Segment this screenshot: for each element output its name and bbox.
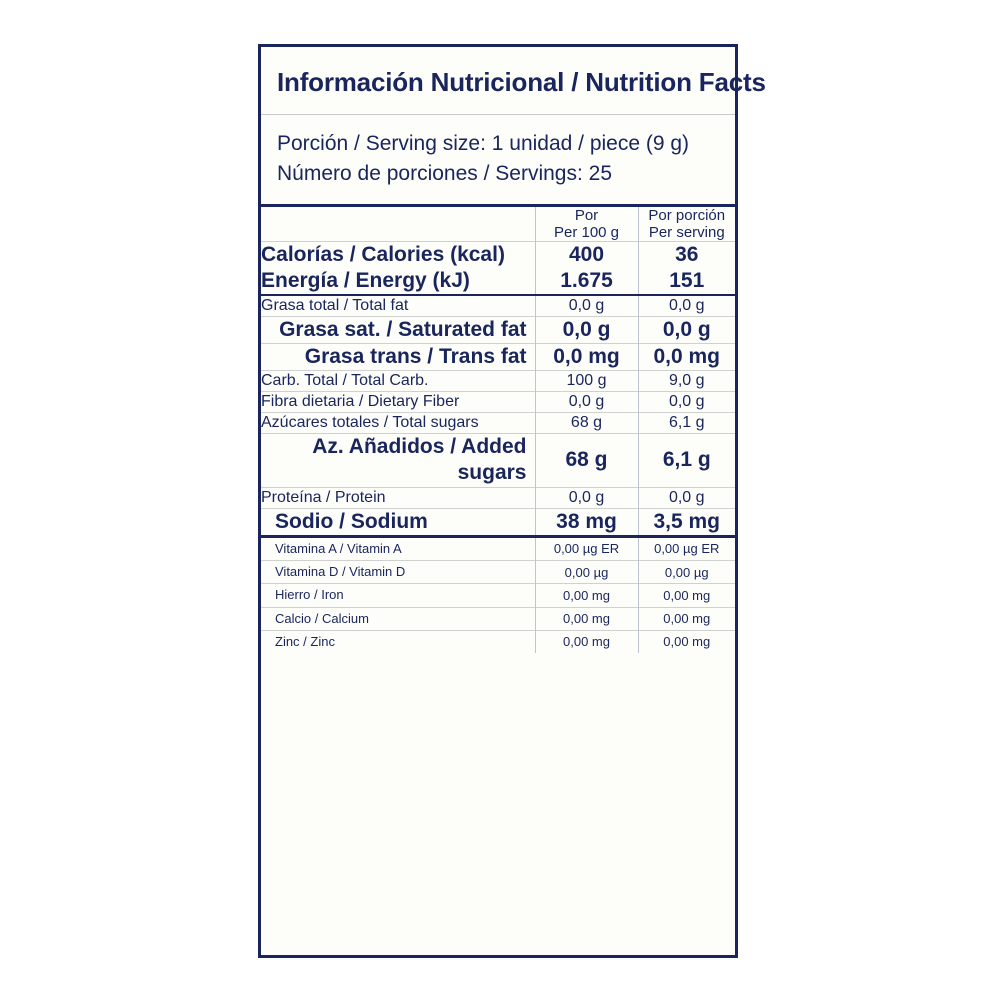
micronutrient-per-serving: 0,00 mg — [637, 629, 735, 654]
nutrient-per-100g: 0,0 g — [534, 315, 638, 344]
column-header-per-100g: Por Per 100 g — [534, 206, 638, 242]
micronutrient-per-100g: 0,00 µg — [534, 560, 638, 584]
column-header-per-serving: Por porción Per serving — [637, 206, 735, 242]
servings-count-line: Número de porciones / Servings: 25 — [277, 162, 613, 186]
micronutrient-per-100g: 0,00 µg ER — [534, 534, 638, 561]
micronutrient-per-serving: 0,00 mg — [637, 606, 735, 631]
title-block: Información Nutricional / Nutrition Fact… — [261, 47, 766, 115]
serving-info-block: Porción / Serving size: 1 unidad / piece… — [261, 115, 735, 207]
calories-per-100g: 400 1.675 — [534, 241, 638, 295]
calories-per-serving: 36 151 — [637, 241, 735, 295]
table-row: Vitamina D / Vitamin D 0,00 µg 0,00 µg — [261, 560, 735, 584]
nutrient-per-serving: 0,0 g — [637, 486, 735, 509]
table-row: Azúcares totales / Total sugars 68 g 6,1… — [261, 412, 735, 434]
nutrient-per-serving: 0,0 g — [637, 315, 735, 344]
calories-label-line2: Energía / Energy (kJ) — [261, 268, 470, 292]
nutrient-name: Sodio / Sodium — [261, 507, 535, 537]
kcal-per-serving: 36 — [675, 243, 699, 267]
per-serving-line2: Per serving — [648, 224, 725, 242]
nutrient-name: Azúcares totales / Total sugars — [261, 412, 535, 434]
calories-label-line1: Calorías / Calories (kcal) — [261, 243, 505, 267]
kj-per-100g: 1.675 — [560, 268, 613, 292]
nutrient-per-serving: 6,1 g — [637, 433, 735, 488]
table-row: Vitamina A / Vitamin A 0,00 µg ER 0,00 µ… — [261, 534, 735, 561]
nutrient-name: Grasa total / Total fat — [261, 293, 535, 317]
nutrient-per-serving: 9,0 g — [637, 370, 735, 392]
micronutrient-name: Vitamina A / Vitamin A — [261, 534, 535, 561]
nutrient-name: Fibra dietaria / Dietary Fiber — [261, 391, 535, 413]
table-row: Grasa sat. / Saturated fat 0,0 g 0,0 g — [261, 315, 735, 344]
nutrient-per-serving: 0,0 g — [637, 293, 735, 317]
serving-size-line: Porción / Serving size: 1 unidad / piece… — [277, 132, 690, 155]
micronutrient-per-serving: 0,00 µg ER — [637, 534, 735, 561]
table-row: Fibra dietaria / Dietary Fiber 0,0 g 0,0… — [261, 391, 735, 413]
nutrient-per-serving: 0,0 mg — [637, 342, 735, 371]
per-100g-line2: Per 100 g — [553, 224, 620, 242]
nutrient-per-serving: 6,1 g — [637, 412, 735, 434]
table-row: Zinc / Zinc 0,00 mg 0,00 mg — [261, 629, 735, 654]
nutrient-per-serving: 0,0 g — [637, 391, 735, 413]
page-title: Información Nutricional / Nutrition Fact… — [277, 67, 766, 97]
per-100g-line1: Por — [574, 206, 599, 224]
nutrient-name: Proteína / Protein — [261, 486, 535, 509]
nutrient-per-100g: 0,0 g — [534, 293, 638, 317]
nutrient-name: Grasa sat. / Saturated fat — [261, 315, 535, 344]
table-row: Carb. Total / Total Carb. 100 g 9,0 g — [261, 370, 735, 392]
column-header-row: Por Per 100 g Por porción Per serving — [261, 206, 735, 242]
table-row: Hierro / Iron 0,00 mg 0,00 mg — [261, 583, 735, 608]
table-row: Calcio / Calcium 0,00 mg 0,00 mg — [261, 606, 735, 631]
nutrient-per-100g: 68 g — [534, 412, 638, 434]
calories-label: Calorías / Calories (kcal) Energía / Ene… — [261, 241, 535, 295]
kj-per-serving: 151 — [669, 268, 705, 292]
nutrient-per-100g: 0,0 mg — [534, 342, 638, 371]
micronutrient-per-serving: 0,00 mg — [637, 583, 735, 608]
nutrient-per-100g: 0,0 g — [534, 486, 638, 509]
nutrient-per-serving: 3,5 mg — [637, 507, 735, 537]
micronutrient-per-100g: 0,00 mg — [534, 606, 638, 631]
table-row: Grasa trans / Trans fat 0,0 mg 0,0 mg — [261, 342, 735, 371]
table-row: Sodio / Sodium 38 mg 3,5 mg — [261, 507, 735, 537]
table-row: Proteína / Protein 0,0 g 0,0 g — [261, 486, 735, 509]
micronutrient-per-100g: 0,00 mg — [534, 629, 638, 654]
nutrient-per-100g: 38 mg — [534, 507, 638, 537]
kcal-per-100g: 400 — [568, 243, 605, 267]
nutrient-name: Carb. Total / Total Carb. — [261, 370, 535, 392]
per-serving-line1: Por porción — [648, 206, 726, 224]
nutrition-facts-panel: Información Nutricional / Nutrition Fact… — [258, 44, 766, 958]
nutrition-table: Por Per 100 g Por porción Per serving Ca… — [261, 206, 735, 654]
micronutrient-name: Vitamina D / Vitamin D — [261, 560, 535, 584]
nutrient-per-100g: 0,0 g — [534, 391, 638, 413]
column-header-spacer — [261, 207, 535, 242]
micronutrient-per-100g: 0,00 mg — [534, 583, 638, 608]
table-row: Grasa total / Total fat 0,0 g 0,0 g — [261, 293, 735, 317]
nutrient-per-100g: 100 g — [534, 370, 638, 392]
nutrient-name: Grasa trans / Trans fat — [261, 342, 535, 371]
micronutrient-name: Hierro / Iron — [261, 583, 535, 608]
table-row: Az. Añadidos / Added sugars 68 g 6,1 g — [261, 433, 735, 488]
nutrient-per-100g: 68 g — [534, 433, 638, 488]
micronutrient-per-serving: 0,00 µg — [637, 560, 735, 584]
micronutrient-name: Calcio / Calcium — [261, 606, 535, 631]
nutrient-name: Az. Añadidos / Added sugars — [261, 433, 535, 488]
micronutrient-name: Zinc / Zinc — [261, 629, 535, 654]
calories-row: Calorías / Calories (kcal) Energía / Ene… — [261, 241, 735, 295]
